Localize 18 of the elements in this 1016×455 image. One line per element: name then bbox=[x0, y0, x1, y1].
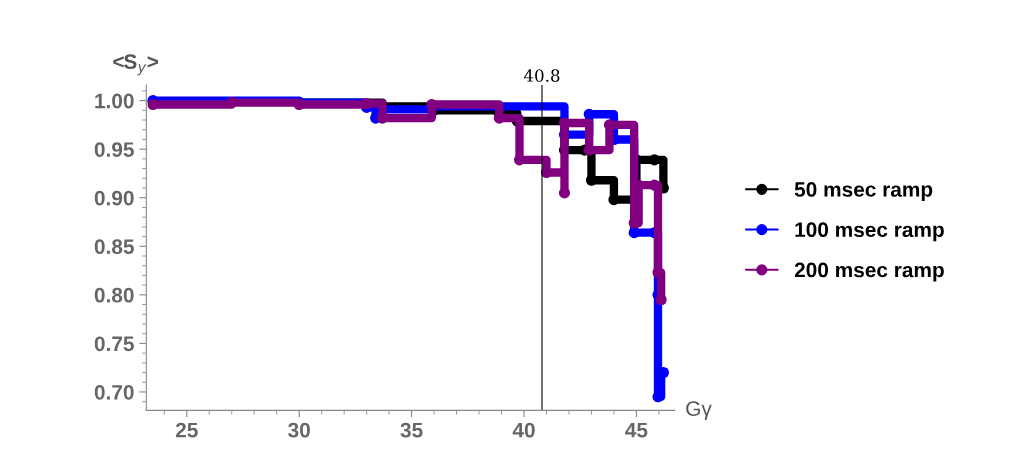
y-tick-label: 0.90 bbox=[94, 190, 134, 206]
legend-label: 200 msec ramp bbox=[794, 262, 944, 282]
legend-label: 100 msec ramp bbox=[795, 222, 944, 242]
x-tick-label: 25 bbox=[175, 422, 198, 438]
legend-label: 50 msec ramp bbox=[794, 182, 933, 201]
x-tick-label: 35 bbox=[400, 422, 423, 438]
y-axis-title: <S$_{y}$> bbox=[113, 54, 159, 76]
x-tick-label: 45 bbox=[625, 422, 648, 438]
x-axis-title: Gγ bbox=[686, 401, 712, 421]
ref-line-label: 40.8 bbox=[523, 69, 560, 82]
x-tick-label: 40 bbox=[512, 422, 535, 438]
y-tick-label: 0.80 bbox=[94, 287, 134, 303]
x-tick-label: 30 bbox=[288, 422, 310, 438]
y-tick-label: 0.85 bbox=[94, 239, 134, 255]
y-tick-label: 0.75 bbox=[94, 336, 134, 352]
y-tick-label: 0.70 bbox=[94, 384, 134, 400]
y-tick-label: 0.95 bbox=[94, 142, 134, 157]
y-tick-label: 1.00 bbox=[95, 93, 134, 109]
